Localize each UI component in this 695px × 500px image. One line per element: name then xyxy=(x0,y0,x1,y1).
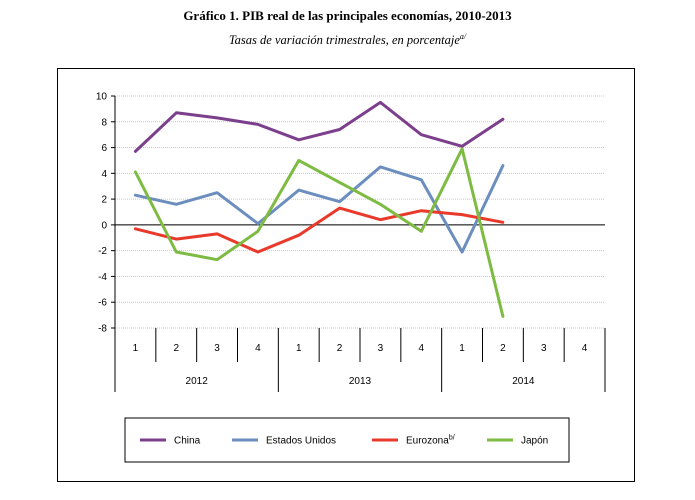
x-year-label: 2014 xyxy=(512,376,535,387)
series-line-estados-unidos xyxy=(133,164,505,254)
x-tick-label: 1 xyxy=(459,343,465,354)
x-tick-label: 1 xyxy=(296,343,302,354)
y-tick-label: -4 xyxy=(98,272,107,283)
y-tick-label: 8 xyxy=(101,117,107,128)
chart-title: Gráfico 1. PIB real de las principales e… xyxy=(183,8,512,23)
subtitle-text: Tasas de variación trimestrales, en porc… xyxy=(228,33,460,48)
y-tick-label: 10 xyxy=(96,92,108,103)
x-tick-label: 3 xyxy=(214,343,220,354)
y-tick-label: -6 xyxy=(98,298,107,309)
y-tick-label: 0 xyxy=(101,220,107,231)
x-tick-label: 2 xyxy=(337,343,343,354)
legend-box xyxy=(124,417,570,463)
legend: China Estados Unidos Eurozonab/Japón xyxy=(124,417,570,463)
x-tick-label: 2 xyxy=(500,343,506,354)
legend-label: Estados Unidos xyxy=(266,436,336,447)
y-tick-label: 2 xyxy=(101,195,107,206)
series-lines xyxy=(133,100,505,318)
x-year-label: 2013 xyxy=(349,376,372,387)
subtitle-note: a/ xyxy=(459,32,467,41)
chart-subtitle: Tasas de variación trimestrales, en porc… xyxy=(0,32,695,48)
grid-lines xyxy=(115,95,605,329)
x-axis: 1 2 3 4 1 2 3 4 1 2 3 4 2012 2013 2014 xyxy=(114,224,606,392)
legend-label: Eurozonab/ xyxy=(406,435,455,447)
series-line-china xyxy=(133,100,505,153)
x-year-label: 2012 xyxy=(186,376,209,387)
x-tick-label: 2 xyxy=(173,343,179,354)
y-axis: 10 8 6 4 2 0 -2 -4 -6 -8 xyxy=(96,92,116,335)
legend-label: Japón xyxy=(521,436,548,447)
legend-label: China xyxy=(174,436,201,447)
x-tick-label: 3 xyxy=(378,343,384,354)
y-tick-label: -8 xyxy=(98,324,107,335)
x-tick-label: 4 xyxy=(418,343,424,354)
y-tick-label: 4 xyxy=(101,169,107,180)
x-tick-label: 4 xyxy=(582,343,588,354)
x-tick-label: 1 xyxy=(133,343,139,354)
x-tick-label: 3 xyxy=(541,343,547,354)
y-tick-label: 6 xyxy=(101,143,107,154)
series-line-eurozona xyxy=(133,206,505,254)
y-tick-label: -2 xyxy=(98,246,107,257)
x-tick-label: 4 xyxy=(255,343,261,354)
series-line-japón xyxy=(133,147,505,318)
chart-frame xyxy=(57,68,635,482)
